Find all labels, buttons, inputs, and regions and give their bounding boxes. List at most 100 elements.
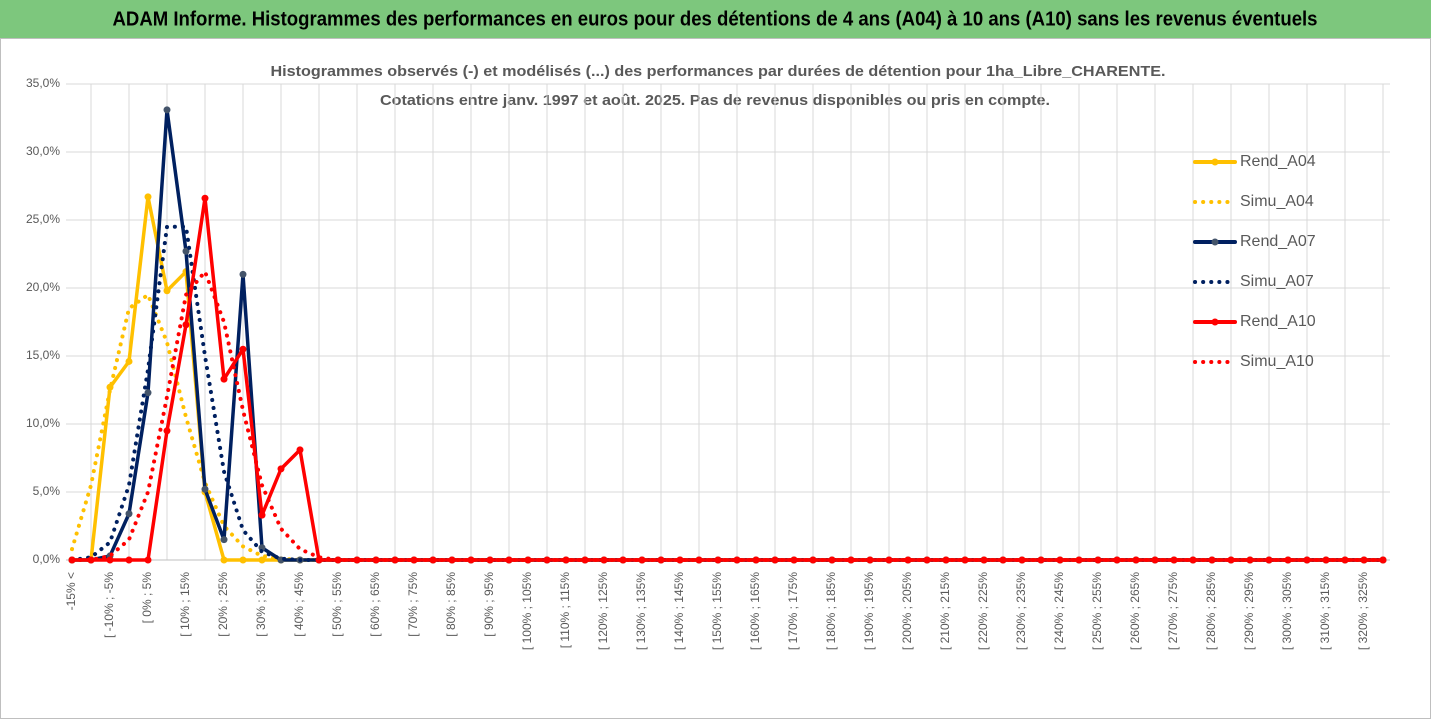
point	[562, 556, 570, 564]
x-tick-label: [ 90% ; 95%	[482, 572, 496, 637]
x-tick-label: [ 250% ; 255%	[1090, 572, 1104, 650]
chart-title: ADAM Informe. Histogrammes des performan…	[113, 8, 1318, 30]
point	[353, 556, 361, 564]
x-tick-label: [ 160% ; 165%	[748, 572, 762, 650]
point	[163, 106, 171, 114]
x-tick-label: [ 220% ; 225%	[976, 572, 990, 650]
point	[1227, 556, 1235, 564]
point	[1170, 556, 1178, 564]
point	[239, 270, 247, 278]
x-tick-label: [ 310% ; 315%	[1318, 572, 1332, 650]
x-tick-label: [ 290% ; 295%	[1242, 572, 1256, 650]
x-tick-label: [ 320% ; 325%	[1356, 572, 1370, 650]
series-line	[72, 196, 1383, 562]
point	[201, 485, 209, 493]
point	[619, 556, 627, 564]
point	[904, 556, 912, 564]
point	[144, 193, 152, 201]
point	[1341, 556, 1349, 564]
point	[847, 556, 855, 564]
point	[220, 536, 228, 544]
x-tick-label: [ 100% ; 105%	[520, 572, 534, 650]
y-tick-label: 25,0%	[26, 212, 60, 226]
legend-label: Rend_A04	[1240, 153, 1316, 170]
legend-label: Rend_A07	[1240, 233, 1316, 250]
legend-label: Rend_A10	[1240, 313, 1316, 330]
x-tick-label: [ 130% ; 135%	[634, 572, 648, 650]
point	[258, 511, 266, 519]
y-tick-label: 0,0%	[33, 552, 61, 566]
point	[220, 556, 228, 564]
point	[220, 375, 228, 383]
x-tick-label: [ 20% ; 25%	[216, 572, 230, 637]
y-tick-label: 10,0%	[26, 416, 60, 430]
y-tick-label: 30,0%	[26, 144, 60, 158]
x-tick-label: [ 230% ; 235%	[1014, 572, 1028, 650]
point	[296, 446, 304, 454]
point	[790, 556, 798, 564]
point	[125, 357, 133, 365]
x-tick-label: [ 30% ; 35%	[254, 572, 268, 637]
x-tick-label: [ 120% ; 125%	[596, 572, 610, 650]
x-tick-label: [ 240% ; 245%	[1052, 572, 1066, 650]
point	[277, 465, 285, 473]
point	[182, 321, 190, 329]
series-line	[72, 195, 1383, 562]
point	[201, 194, 209, 202]
y-tick-label: 5,0%	[33, 484, 61, 498]
x-tick-label: [ 110% ; 115%	[558, 572, 572, 649]
x-tick-label: [ 190% ; 195%	[862, 572, 876, 650]
point	[239, 345, 247, 353]
series-line	[70, 224, 1385, 562]
x-tick-label: [ 280% ; 285%	[1204, 572, 1218, 650]
point	[1113, 556, 1121, 564]
x-tick-label: [ 10% ; 15%	[178, 572, 192, 637]
x-tick-label: [ 270% ; 275%	[1166, 572, 1180, 650]
x-tick-label: [ 80% ; 85%	[444, 572, 458, 637]
legend-label: Simu_A10	[1240, 353, 1314, 370]
y-tick-label: 15,0%	[26, 348, 60, 362]
point	[125, 556, 133, 564]
legend-marker	[1211, 158, 1219, 166]
chart-subtitle: Cotations entre janv. 1997 et août. 2025…	[380, 92, 1050, 109]
legend-marker	[1211, 318, 1219, 326]
point	[144, 556, 152, 564]
point	[144, 389, 152, 397]
x-tick-label: [ 60% ; 65%	[368, 572, 382, 637]
point	[1018, 556, 1026, 564]
legend-label: Simu_A04	[1240, 193, 1314, 210]
x-tick-label: [ 210% ; 215%	[938, 572, 952, 650]
point	[961, 556, 969, 564]
y-tick-label: 35,0%	[26, 76, 60, 90]
x-tick-label: [ 180% ; 185%	[824, 572, 838, 650]
point	[467, 556, 475, 564]
point	[258, 556, 266, 564]
legend-label: Simu_A07	[1240, 273, 1314, 290]
x-tick-label: [ 0% ; 5%	[140, 572, 154, 624]
point	[125, 510, 133, 518]
point	[1284, 556, 1292, 564]
x-tick-label: [ 150% ; 155%	[710, 572, 724, 650]
series-line	[70, 292, 1385, 562]
x-tick-label: -15% <	[64, 572, 78, 610]
point	[676, 556, 684, 564]
legend-marker	[1211, 238, 1219, 246]
x-tick-label: [ 200% ; 205%	[900, 572, 914, 650]
x-tick-label: [ 170% ; 175%	[786, 572, 800, 650]
point	[163, 287, 171, 295]
title-banner	[0, 0, 1431, 38]
x-tick-label: [ 40% ; 45%	[292, 572, 306, 637]
chart-subtitle: Histogrammes observés (-) et modélisés (…	[271, 63, 1166, 80]
series-line	[70, 269, 1385, 562]
point	[733, 556, 741, 564]
x-tick-label: [ -10% ; -5%	[102, 572, 116, 638]
x-tick-label: [ 260% ; 265%	[1128, 572, 1142, 650]
x-tick-label: [ 50% ; 55%	[330, 572, 344, 637]
point	[239, 556, 247, 564]
point	[106, 556, 114, 564]
point	[163, 427, 171, 435]
y-tick-label: 20,0%	[26, 280, 60, 294]
point	[182, 247, 190, 255]
x-tick-label: [ 70% ; 75%	[406, 572, 420, 637]
